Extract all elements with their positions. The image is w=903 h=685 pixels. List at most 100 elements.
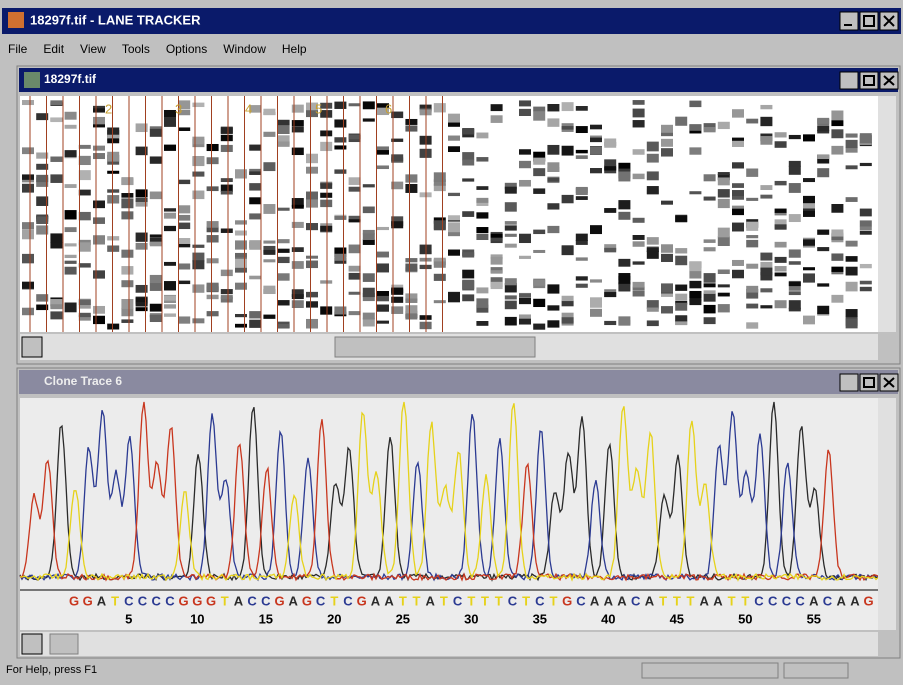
- band: [178, 316, 191, 324]
- band: [788, 300, 801, 310]
- band: [220, 178, 233, 183]
- band: [661, 148, 673, 157]
- band: [192, 102, 205, 108]
- menu-item[interactable]: Window: [223, 42, 266, 56]
- scroll-thumb[interactable]: [334, 336, 536, 358]
- band: [320, 102, 333, 109]
- band: [220, 127, 233, 134]
- trace-window-buttons[interactable]: [839, 373, 899, 392]
- band: [533, 279, 546, 286]
- band: [476, 199, 489, 206]
- window-buttons[interactable]: [839, 11, 899, 31]
- band: [306, 191, 318, 201]
- band: [717, 172, 730, 176]
- band: [22, 222, 34, 230]
- base-call: C: [754, 593, 764, 608]
- band: [362, 184, 375, 188]
- band: [519, 108, 531, 116]
- scroll-thumb[interactable]: [49, 633, 79, 655]
- band: [519, 293, 531, 297]
- menu-item[interactable]: Tools: [122, 42, 150, 56]
- scroll-left[interactable]: [21, 336, 43, 358]
- band: [717, 227, 730, 238]
- base-call: T: [440, 593, 448, 608]
- app-icon: [8, 12, 24, 28]
- band: [22, 253, 34, 264]
- band: [149, 241, 162, 247]
- base-call: G: [864, 593, 874, 608]
- menu-item[interactable]: Edit: [43, 42, 64, 56]
- base-call: A: [700, 593, 710, 608]
- band: [831, 120, 844, 127]
- band: [661, 306, 673, 314]
- gel-vscroll[interactable]: [878, 96, 896, 332]
- band: [320, 130, 333, 137]
- band: [78, 263, 91, 268]
- menu-item[interactable]: File: [8, 42, 28, 56]
- scroll-left[interactable]: [21, 633, 43, 655]
- band: [760, 288, 773, 293]
- band: [561, 194, 574, 204]
- band: [362, 317, 375, 327]
- band: [277, 119, 290, 126]
- menu-item[interactable]: View: [80, 42, 106, 56]
- band: [235, 258, 247, 268]
- base-call: T: [741, 593, 749, 608]
- position-label: 20: [327, 611, 341, 626]
- band: [859, 226, 872, 231]
- band: [774, 256, 787, 263]
- band: [859, 135, 872, 144]
- trace-hscroll[interactable]: [20, 632, 878, 656]
- band: [547, 162, 560, 172]
- band: [291, 294, 304, 300]
- band: [291, 289, 304, 297]
- base-call: G: [357, 593, 367, 608]
- position-label: 55: [807, 611, 821, 626]
- band: [277, 300, 290, 306]
- band: [377, 103, 389, 111]
- band: [661, 253, 673, 262]
- band: [135, 123, 148, 133]
- band: [93, 124, 105, 128]
- band: [22, 174, 34, 180]
- base-call: G: [69, 593, 79, 608]
- base-call: G: [274, 593, 284, 608]
- band: [178, 179, 191, 185]
- band: [504, 221, 517, 225]
- band: [703, 290, 716, 294]
- band: [306, 153, 318, 164]
- band: [277, 273, 290, 281]
- band: [732, 259, 744, 266]
- band: [590, 137, 602, 143]
- band: [206, 226, 219, 233]
- band: [206, 143, 219, 152]
- band: [504, 182, 517, 190]
- band: [192, 136, 205, 145]
- band: [291, 300, 304, 309]
- menu-item[interactable]: Options: [166, 42, 207, 56]
- trace-vscroll[interactable]: [878, 398, 896, 630]
- band: [774, 212, 787, 216]
- band: [263, 259, 276, 263]
- band: [646, 300, 659, 309]
- band: [575, 155, 588, 159]
- band: [149, 156, 162, 164]
- gel-window-buttons[interactable]: [839, 71, 899, 90]
- band: [249, 311, 262, 319]
- band: [490, 115, 503, 123]
- band: [859, 208, 872, 217]
- band: [306, 291, 318, 298]
- band: [433, 273, 446, 281]
- base-call: T: [659, 593, 667, 608]
- band: [604, 208, 617, 213]
- band: [64, 210, 77, 220]
- band: [448, 249, 460, 256]
- band: [533, 188, 546, 194]
- band: [362, 206, 375, 214]
- menu-item[interactable]: Help: [282, 42, 307, 56]
- band: [859, 230, 872, 235]
- band: [277, 141, 290, 147]
- band: [831, 294, 844, 303]
- band: [462, 128, 475, 135]
- band: [50, 156, 63, 162]
